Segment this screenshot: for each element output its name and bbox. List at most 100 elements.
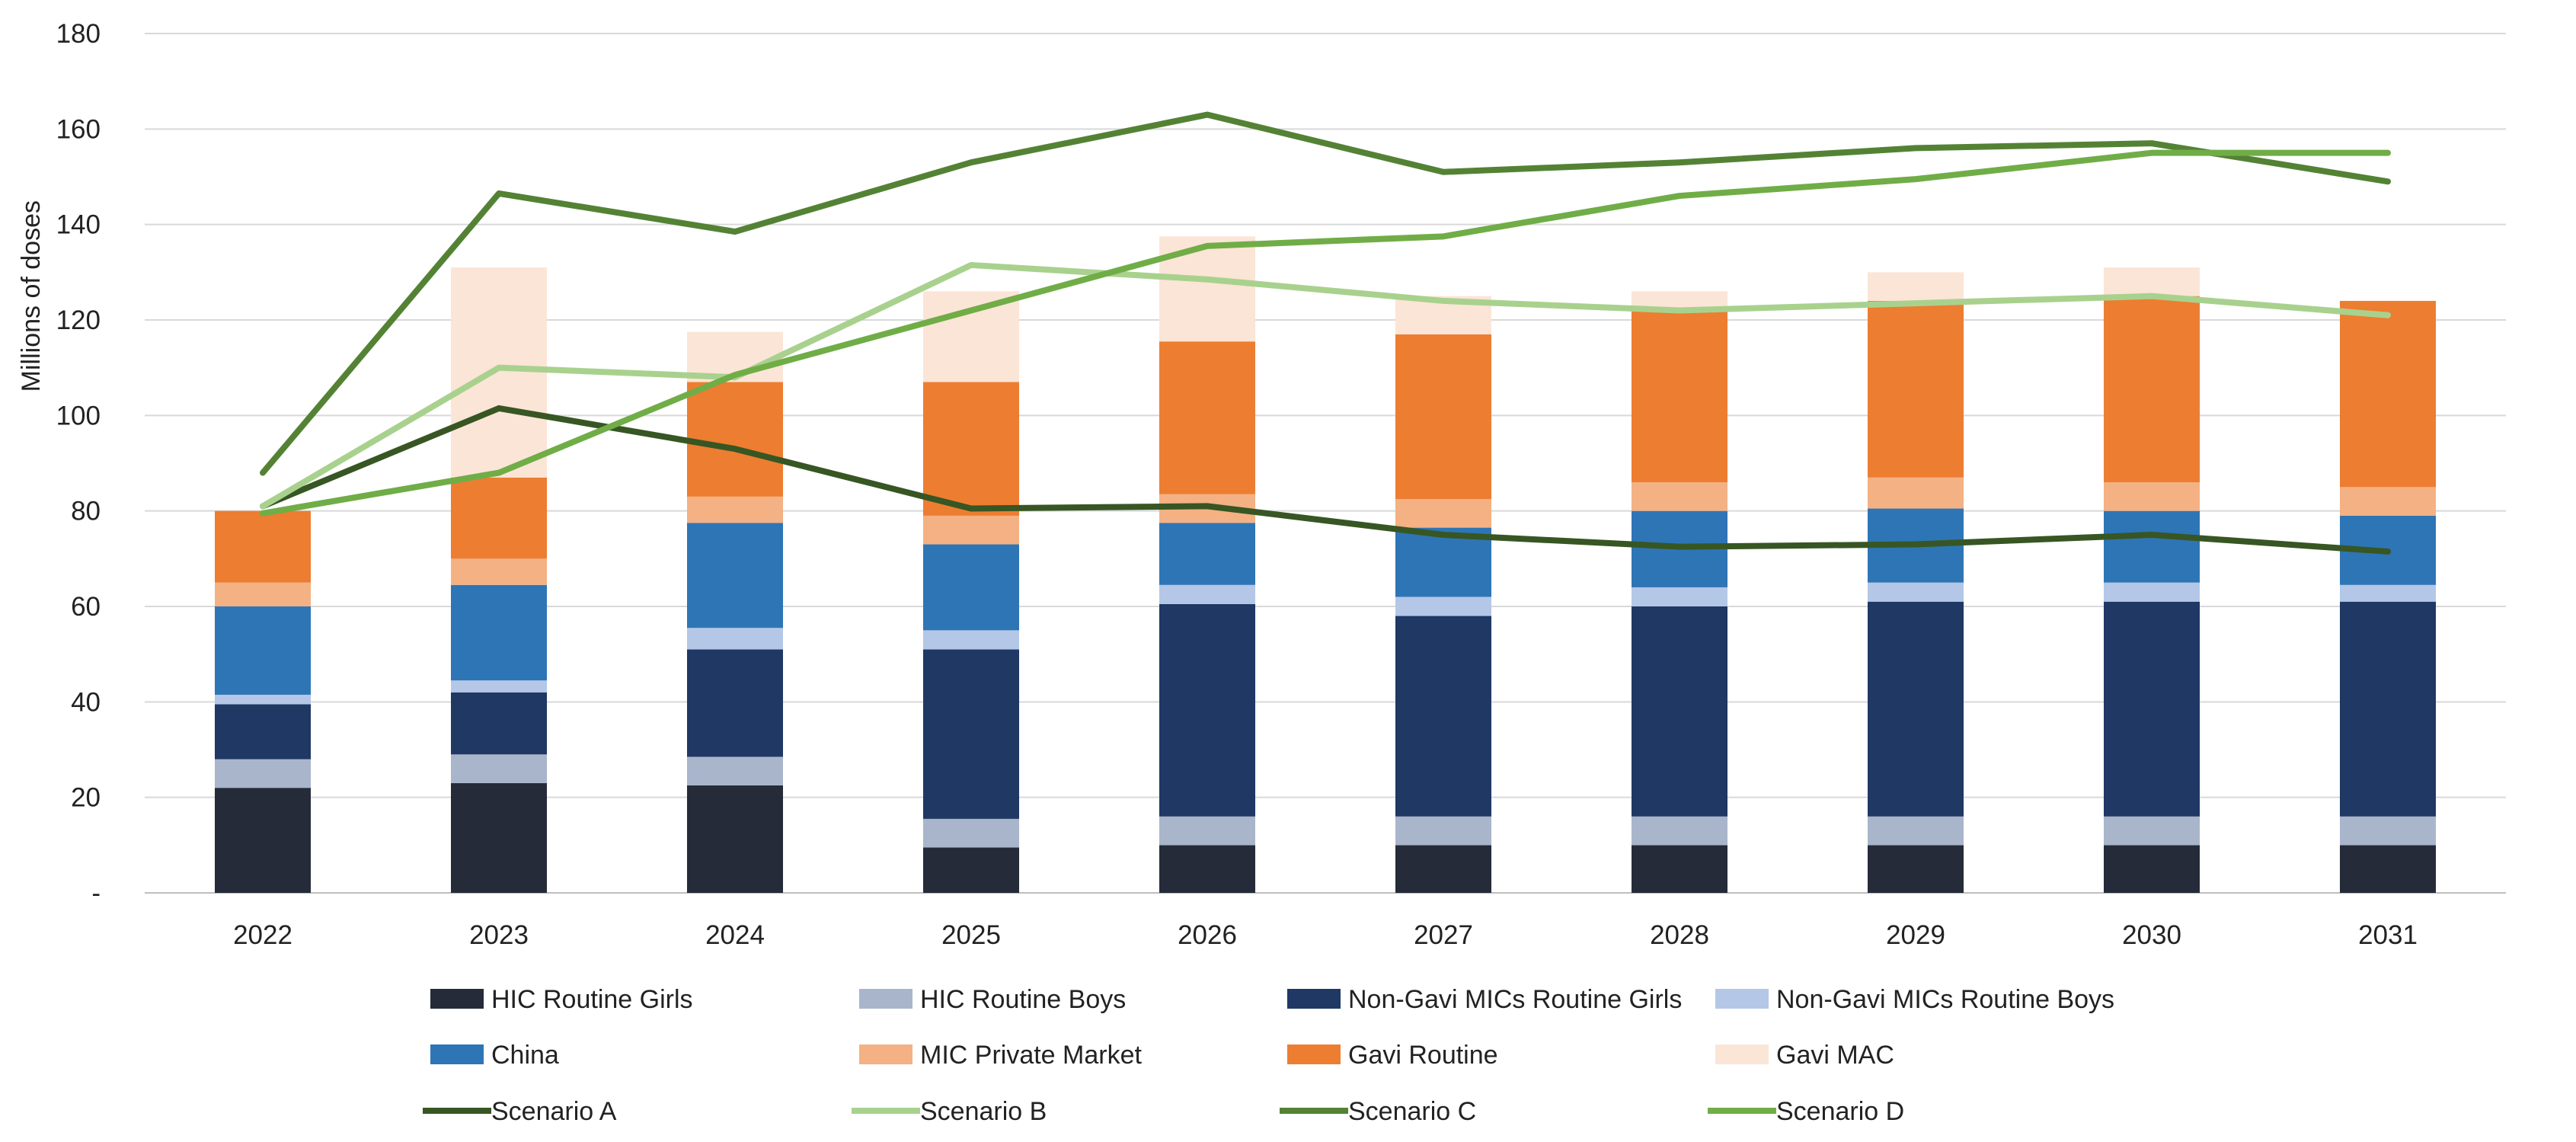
y-tick-label: 20 [71,783,101,813]
bar-segment [687,649,783,757]
legend-label: Scenario D [1776,1097,1904,1126]
legend-label: Scenario A [491,1097,617,1126]
bar-segment [1395,597,1491,616]
y-tick-label: - [91,878,101,908]
bar-segment [923,847,1019,893]
bar-segment [923,649,1019,819]
y-tick-label: 120 [56,305,101,335]
bar-segment [1632,587,1727,606]
bar-segment [923,544,1019,631]
bar-segment [1395,845,1491,893]
bar-segment [2104,482,2200,511]
bar-segment [2104,582,2200,602]
y-tick-label: 60 [71,592,101,622]
y-tick-label: 140 [56,210,101,240]
series-line [260,261,2391,510]
bar-segment [451,692,547,755]
legend-label: Gavi MAC [1776,1041,1894,1070]
bar-segment [451,558,547,585]
scenario-lines [260,111,2391,555]
x-tick-label: 2027 [1414,920,1473,950]
bar-segment [2340,487,2436,516]
x-tick-label: 2030 [2122,920,2181,950]
x-tick-label: 2026 [1178,920,1237,950]
legend-label: Scenario B [920,1097,1047,1126]
legend-label: Gavi Routine [1348,1041,1498,1070]
legend-swatch [859,989,912,1009]
bar-segment [1868,601,1964,817]
y-tick-label: 40 [71,687,101,717]
series-line [260,149,2391,517]
bar-segment [1868,816,1964,846]
bar-segment [215,582,311,606]
x-tick-label: 2022 [233,920,292,950]
y-tick-label: 160 [56,114,101,144]
bar-segment [2104,296,2200,483]
bar-segment [1868,845,1964,893]
bar-segment [1159,816,1255,846]
legend-label: Non-Gavi MICs Routine Boys [1776,985,2114,1014]
bar-segment [687,785,783,893]
bar-segment [2340,816,2436,846]
bar-segment [923,515,1019,545]
legend-label: HIC Routine Girls [491,985,693,1014]
bar-segment [451,754,547,783]
bar-segment [1159,584,1255,604]
x-tick-label: 2029 [1886,920,1945,950]
bar-segment [451,477,547,559]
bar-segment [2104,601,2200,817]
bar-segment [1159,845,1255,893]
bar-segment [451,680,547,693]
bar-segment [1395,616,1491,817]
y-tick-label: 180 [56,19,101,49]
bar-segment [1868,477,1964,509]
bar-segment [687,382,783,497]
bar-segment [1868,272,1964,301]
bar-segment [2340,601,2436,817]
bar-segment [2104,816,2200,846]
bar-segment [1395,816,1491,846]
bar-segment [923,382,1019,516]
bar-segment [1632,482,1727,511]
bar-segment [215,510,311,583]
bar-stacks [215,236,2436,893]
bar-segment [451,782,547,893]
legend: HIC Routine Girls HIC Routine Boys Non-Gav… [423,985,2114,1126]
legend-label: Non-Gavi MICs Routine Girls [1348,985,1682,1014]
legend-swatch [859,1044,912,1064]
x-tick-label: 2031 [2358,920,2418,950]
bar-segment [687,628,783,650]
bar-segment [2340,300,2436,488]
y-tick-label: 80 [71,497,101,526]
bar-segment [1395,499,1491,528]
bar-segment [2340,845,2436,893]
legend-label: HIC Routine Boys [920,985,1126,1014]
bar-segment [1159,341,1255,494]
y-axis-title: Millions of doses [17,200,46,392]
x-tick-label: 2023 [469,920,529,950]
legend-swatch [1287,989,1341,1009]
bar-segment [2104,267,2200,296]
bar-segment [1632,845,1727,893]
legend-swatch [430,989,484,1009]
bar-segment [1632,816,1727,846]
bar-segment [1159,603,1255,817]
bar-segment [1632,310,1727,483]
bar-segment [451,267,547,478]
series-line [260,405,2391,555]
x-tick-label: 2028 [1650,920,1709,950]
bar-segment [215,694,311,705]
bar-segment [1159,523,1255,585]
x-tick-label: 2024 [705,920,765,950]
bar-segment [2340,584,2436,602]
series-line [260,111,2391,476]
legend-swatch [1287,1044,1341,1064]
bar-segment [215,759,311,789]
axes: Millions of doses - 20 40 60 80 100 120 140 160 1… [17,19,2418,950]
legend-label: MIC Private Market [920,1041,1142,1070]
bar-segment [451,584,547,681]
bar-segment [215,788,311,893]
bar-segment [923,818,1019,848]
bar-segment [1868,582,1964,602]
